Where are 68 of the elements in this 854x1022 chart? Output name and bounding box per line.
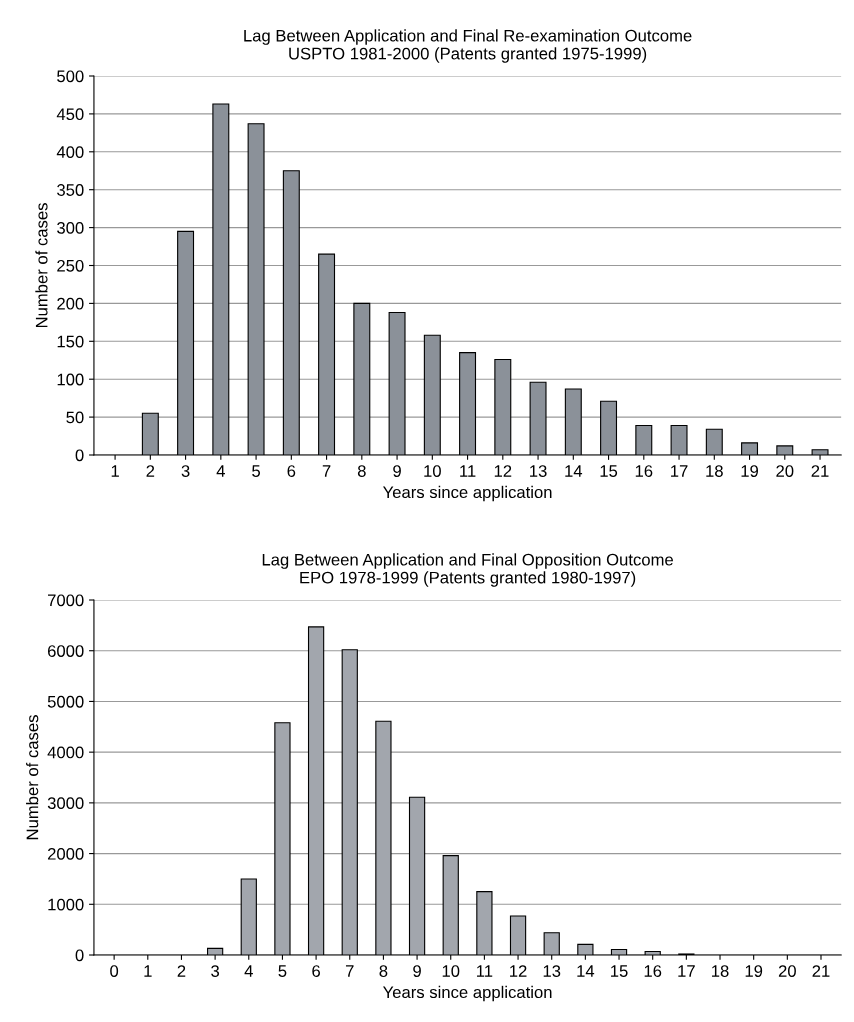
y-tick-label: 450 — [56, 108, 84, 121]
x-tick-label: 9 — [393, 465, 401, 477]
y-tick-label: 500 — [57, 70, 84, 83]
y-tick-label: 7000 — [48, 594, 84, 607]
x-tick-label: 4 — [244, 965, 253, 977]
x-tick-label: 13 — [530, 465, 547, 477]
x-tick-label: 16 — [644, 965, 662, 977]
y-tick-label: 350 — [57, 184, 84, 196]
y-axis-title: Number of cases — [26, 715, 39, 840]
y-tick-label: 0 — [75, 449, 84, 462]
x-axis-title: Years since application — [383, 485, 552, 502]
x-tick-label: 5 — [278, 965, 287, 977]
x-tick-label: 17 — [678, 965, 695, 977]
y-tick-label: 5000 — [47, 695, 84, 708]
x-tick-label: 2 — [177, 965, 186, 977]
chart-title: Lag Between Application and Final Re-examination Outcome USPTO 1981-2000 (Patents granted 1975-1999) — [244, 29, 692, 63]
x-tick-label: 19 — [741, 465, 759, 477]
x-tick-label: 17 — [671, 465, 688, 477]
x-tick-label: 20 — [776, 465, 794, 477]
x-tick-label: 12 — [494, 465, 512, 477]
x-tick-label: 4 — [216, 465, 225, 477]
x-tick-label: 6 — [312, 965, 320, 977]
x-tick-label: 0 — [110, 965, 119, 977]
x-tick-label: 8 — [379, 965, 388, 977]
y-tick-label: 1000 — [48, 898, 84, 911]
y-tick-label: 2000 — [47, 847, 84, 860]
x-tick-label: 16 — [635, 465, 653, 477]
x-tick-label: 2 — [146, 465, 155, 477]
x-tick-label: 20 — [778, 965, 796, 977]
chart-title: Lag Between Application and Final Opposition Outcome EPO 1978-1999 (Patents granted 1980-1997) — [262, 553, 673, 587]
y-tick-label: 6000 — [47, 645, 84, 657]
y-tick-label: 150 — [57, 335, 84, 348]
x-tick-label: 1 — [111, 465, 119, 477]
x-tick-label: 8 — [357, 465, 366, 477]
x-tick-label: 3 — [211, 965, 220, 977]
y-tick-label: 300 — [57, 222, 84, 234]
y-tick-label: 250 — [57, 259, 84, 272]
y-axis-title: Number of cases — [35, 203, 48, 328]
y-tick-label: 100 — [57, 373, 84, 386]
y-tick-label: 3000 — [47, 797, 84, 810]
x-tick-label: 10 — [442, 965, 460, 977]
y-tick-label: 200 — [57, 297, 84, 310]
x-tick-label: 12 — [510, 965, 527, 977]
x-tick-label: 21 — [812, 965, 830, 977]
x-tick-label: 11 — [460, 465, 476, 477]
x-tick-label: 9 — [413, 965, 421, 977]
x-tick-label: 13 — [543, 965, 561, 977]
x-tick-label: 14 — [577, 965, 595, 977]
x-tick-label: 1 — [144, 965, 152, 977]
x-tick-label: 19 — [745, 965, 763, 977]
x-tick-label: 7 — [322, 465, 331, 477]
y-tick-label: 400 — [56, 146, 84, 158]
x-tick-label: 18 — [712, 965, 729, 977]
x-tick-label: 5 — [252, 465, 261, 477]
x-axis-title: Years since application — [383, 985, 552, 1002]
x-tick-label: 7 — [345, 965, 354, 977]
x-tick-label: 15 — [600, 465, 618, 477]
x-tick-label: 21 — [811, 465, 829, 477]
x-tick-label: 14 — [565, 465, 583, 477]
x-tick-label: 10 — [424, 465, 441, 477]
y-tick-label: 4000 — [47, 746, 84, 759]
x-tick-label: 6 — [287, 465, 296, 477]
y-tick-label: 50 — [66, 411, 84, 424]
x-tick-label: 15 — [611, 965, 628, 977]
x-tick-label: 11 — [477, 965, 493, 977]
x-tick-label: 18 — [706, 465, 723, 477]
y-tick-label: 0 — [75, 949, 84, 962]
x-tick-label: 3 — [181, 465, 190, 477]
